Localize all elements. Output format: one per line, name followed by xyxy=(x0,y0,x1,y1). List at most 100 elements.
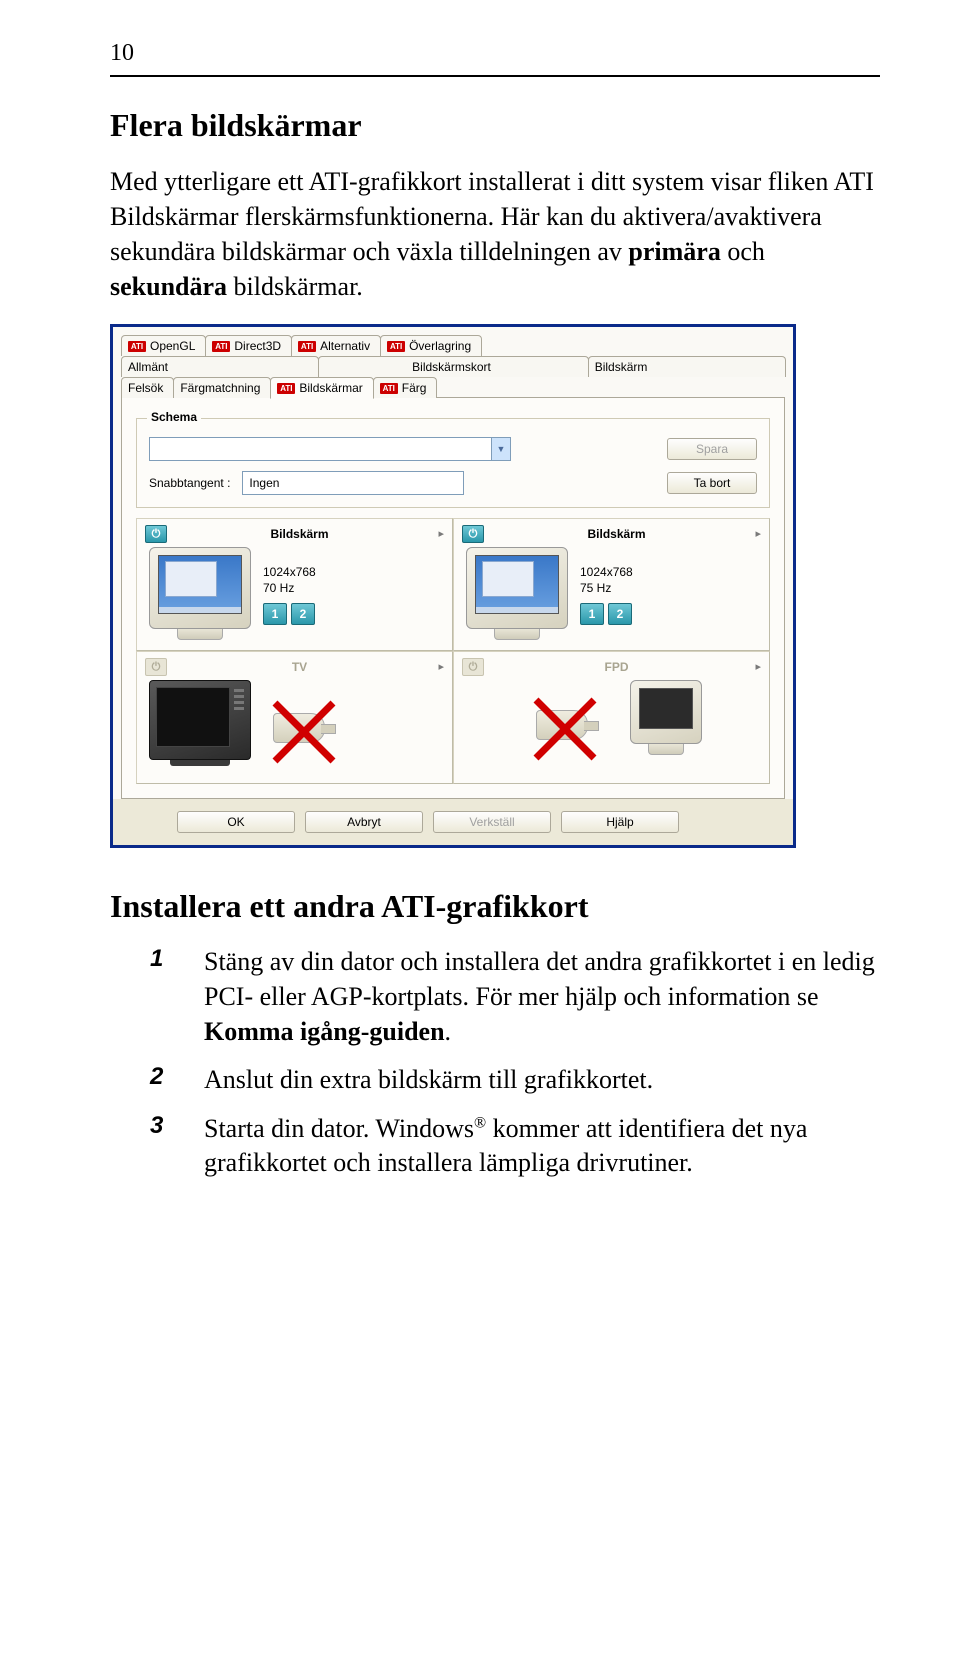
crt-monitor-icon xyxy=(462,547,572,642)
tab-panel-bildskarmar: Schema ▼ Spara Snabbtangent : Ingen xyxy=(121,397,785,799)
refresh-text: 70 Hz xyxy=(263,581,316,595)
tab-fargmatchning[interactable]: Färgmatchning xyxy=(173,377,271,398)
tab-label: Färg xyxy=(402,381,427,395)
intro-text-b: bildskärmar. xyxy=(227,272,363,301)
display-title: Bildskärm xyxy=(177,527,422,541)
hotkey-combo[interactable]: Ingen xyxy=(242,471,464,495)
power-toggle-icon[interactable]: ⏻ xyxy=(145,525,167,543)
expand-icon[interactable]: ▸ xyxy=(432,527,444,541)
expand-icon[interactable]: ▸ xyxy=(749,527,761,541)
tab-row-2: Allmänt Bildskärmskort Bildskärm xyxy=(121,356,785,377)
resolution-text: 1024x768 xyxy=(263,565,316,579)
numbered-steps: 1 Stäng av din dator och installera det … xyxy=(150,945,880,1180)
rule xyxy=(110,75,880,77)
tab-label: Överlagring xyxy=(409,339,471,353)
intro-bold-primara: primära xyxy=(628,237,720,266)
tab-label: Alternativ xyxy=(320,339,370,353)
tab-opengl[interactable]: ATI OpenGL xyxy=(121,335,206,356)
heading-installera: Installera ett andra ATI-grafikkort xyxy=(110,888,880,925)
display-title: TV xyxy=(177,660,422,674)
ok-button[interactable]: OK xyxy=(177,811,295,833)
schema-group-title: Schema xyxy=(147,410,201,424)
tv-icon xyxy=(145,680,255,775)
display-title: Bildskärm xyxy=(494,527,739,541)
save-button[interactable]: Spara xyxy=(667,438,757,460)
registered-symbol: ® xyxy=(474,1114,486,1131)
dialog-button-bar: OK Avbryt Verkställ Hjälp xyxy=(113,799,793,845)
tab-farg[interactable]: ATIFärg xyxy=(373,377,438,398)
step-bold: Komma igång-guiden xyxy=(204,1017,445,1046)
tab-label: Bildskärm xyxy=(595,360,648,374)
schema-combo[interactable]: ▼ xyxy=(149,437,511,461)
power-toggle-icon[interactable]: ⏻ xyxy=(462,658,484,676)
assign-2-button[interactable]: 2 xyxy=(291,603,315,625)
step-text: Starta din dator. Windows® kommer att id… xyxy=(204,1112,880,1181)
tab-label: OpenGL xyxy=(150,339,195,353)
hotkey-value: Ingen xyxy=(243,476,279,490)
tab-bildskarmar[interactable]: ATI Bildskärmar xyxy=(270,377,373,399)
dropdown-arrow-icon: ▼ xyxy=(491,438,510,460)
tab-bildskarm[interactable]: Bildskärm xyxy=(588,356,786,377)
intro-paragraph: Med ytterligare ett ATI-grafikkort insta… xyxy=(110,164,880,304)
assign-2-button[interactable]: 2 xyxy=(608,603,632,625)
resolution-text: 1024x768 xyxy=(580,565,633,579)
display-cell-fpd: ⏻ FPD ▸ xyxy=(453,651,770,784)
page-number: 10 xyxy=(110,40,880,67)
step-text-a: Anslut din extra bildskärm till grafikko… xyxy=(204,1065,653,1094)
refresh-text: 75 Hz xyxy=(580,581,633,595)
tab-alternativ[interactable]: ATI Alternativ xyxy=(291,335,381,356)
step-1: 1 Stäng av din dator och installera det … xyxy=(150,945,880,1049)
tab-direct3d[interactable]: ATI Direct3D xyxy=(205,335,292,356)
ati-icon: ATI xyxy=(298,341,316,352)
ati-displays-dialog: ATI OpenGL ATI Direct3D ATI Alternativ ATI Ö… xyxy=(110,324,796,848)
tab-felsok[interactable]: Felsök xyxy=(121,377,174,398)
tab-overlagring[interactable]: ATI Överlagring xyxy=(380,335,482,356)
tab-label: Direct3D xyxy=(234,339,281,353)
step-3: 3 Starta din dator. Windows® kommer att … xyxy=(150,1112,880,1181)
flat-monitor-icon xyxy=(626,680,706,770)
step-text-a: Starta din dator. Windows xyxy=(204,1114,474,1143)
tab-row-3: Felsök Färgmatchning ATI Bildskärmar ATIF… xyxy=(121,377,785,398)
step-2: 2 Anslut din extra bildskärm till grafik… xyxy=(150,1063,880,1098)
power-toggle-icon[interactable]: ⏻ xyxy=(145,658,167,676)
cancel-button[interactable]: Avbryt xyxy=(305,811,423,833)
tab-row-1: ATI OpenGL ATI Direct3D ATI Alternativ ATI Ö… xyxy=(121,335,785,356)
ati-icon: ATI xyxy=(387,341,405,352)
tab-allmant[interactable]: Allmänt xyxy=(121,356,319,377)
power-toggle-icon[interactable]: ⏻ xyxy=(462,525,484,543)
delete-button[interactable]: Ta bort xyxy=(667,472,757,494)
display-title: FPD xyxy=(494,660,739,674)
tab-strip: ATI OpenGL ATI Direct3D ATI Alternativ ATI Ö… xyxy=(113,327,793,799)
ati-icon: ATI xyxy=(277,383,295,394)
step-number: 2 xyxy=(150,1063,174,1098)
step-text: Anslut din extra bildskärm till grafikko… xyxy=(204,1063,653,1098)
display-cell-monitor-2: ⏻ Bildskärm ▸ 1024x768 75 Hz xyxy=(453,518,770,651)
expand-icon[interactable]: ▸ xyxy=(432,660,444,674)
step-number: 1 xyxy=(150,945,174,1049)
step-text-a: Stäng av din dator och installera det an… xyxy=(204,947,875,1011)
displays-grid: ⏻ Bildskärm ▸ 1024x768 70 Hz xyxy=(136,518,770,784)
ati-icon: ATI xyxy=(128,341,146,352)
assign-1-button[interactable]: 1 xyxy=(263,603,287,625)
tab-bildskarmskort[interactable]: Bildskärmskort xyxy=(318,356,588,377)
assign-1-button[interactable]: 1 xyxy=(580,603,604,625)
ati-icon: ATI xyxy=(212,341,230,352)
schema-group: Schema ▼ Spara Snabbtangent : Ingen xyxy=(136,418,770,508)
step-number: 3 xyxy=(150,1112,174,1181)
crt-monitor-icon xyxy=(145,547,255,642)
display-cell-monitor-1: ⏻ Bildskärm ▸ 1024x768 70 Hz xyxy=(136,518,453,651)
tab-label: Bildskärmar xyxy=(299,381,362,395)
apply-button[interactable]: Verkställ xyxy=(433,811,551,833)
tab-label: Färgmatchning xyxy=(180,381,260,395)
expand-icon[interactable]: ▸ xyxy=(749,660,761,674)
intro-bold-sekundara: sekundära xyxy=(110,272,227,301)
tab-label: Felsök xyxy=(128,381,163,395)
help-button[interactable]: Hjälp xyxy=(561,811,679,833)
cable-icon xyxy=(536,710,588,740)
step-text-b: . xyxy=(445,1017,452,1046)
cable-icon xyxy=(273,713,325,743)
hotkey-label: Snabbtangent : xyxy=(149,476,230,490)
tab-label: Bildskärmskort xyxy=(412,360,491,374)
display-cell-tv: ⏻ TV ▸ xyxy=(136,651,453,784)
heading-flera-bildskarmar: Flera bildskärmar xyxy=(110,107,880,144)
